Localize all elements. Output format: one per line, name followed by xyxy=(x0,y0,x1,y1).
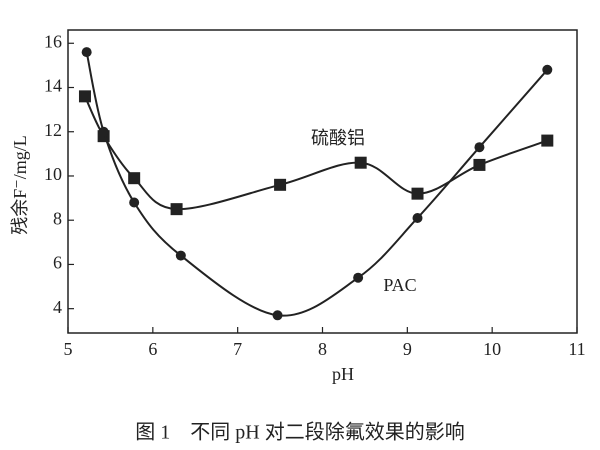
marker xyxy=(128,172,141,185)
marker xyxy=(78,90,91,103)
marker xyxy=(354,156,367,169)
marker xyxy=(541,134,554,147)
x-tick-label: 9 xyxy=(403,339,412,359)
marker xyxy=(170,203,183,216)
y-axis-label: 残余F⁻/mg/L xyxy=(10,135,30,235)
x-axis-label: pH xyxy=(332,364,354,384)
marker xyxy=(175,250,186,261)
y-tick-label: 8 xyxy=(53,208,62,228)
x-tick-label: 7 xyxy=(233,339,242,359)
marker xyxy=(98,126,109,137)
x-tick-label: 6 xyxy=(148,339,157,359)
marker xyxy=(129,197,140,208)
y-tick-label: 12 xyxy=(44,120,62,140)
series-line xyxy=(84,95,548,211)
y-tick-label: 6 xyxy=(53,253,62,273)
y-tick-label: 10 xyxy=(44,164,62,184)
x-tick-label: 5 xyxy=(64,339,73,359)
marker xyxy=(81,47,92,58)
annotation: 硫酸铝 xyxy=(311,128,365,148)
caption: 图 1 不同 pH 对二段除氟效果的影响 xyxy=(135,421,464,444)
marker xyxy=(412,212,423,223)
marker xyxy=(274,178,287,191)
y-tick-label: 16 xyxy=(44,31,62,51)
annotation: PAC xyxy=(383,275,416,295)
marker xyxy=(272,310,283,321)
marker xyxy=(411,187,424,200)
y-tick-label: 14 xyxy=(44,76,62,96)
plot-frame xyxy=(67,29,578,334)
x-tick-label: 8 xyxy=(318,339,327,359)
x-tick-label: 11 xyxy=(568,339,585,359)
marker xyxy=(473,158,486,171)
x-tick-label: 10 xyxy=(483,339,501,359)
marker xyxy=(542,64,553,75)
marker xyxy=(353,272,364,283)
series-line xyxy=(85,51,549,317)
marker xyxy=(474,142,485,153)
y-tick-label: 4 xyxy=(53,297,62,317)
